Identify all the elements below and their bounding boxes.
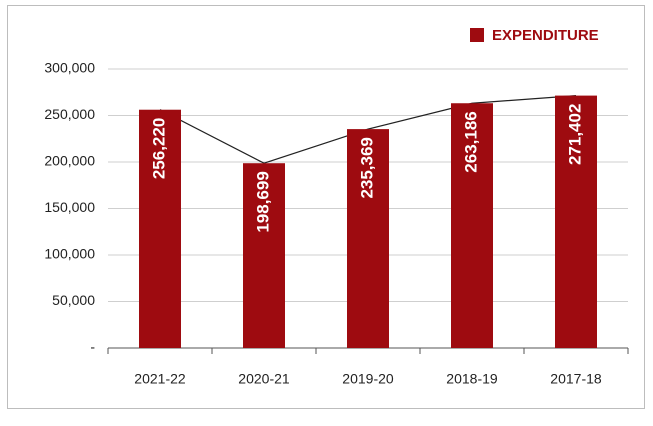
y-tick-label: 250,000 [44, 106, 95, 122]
x-tick-label: 2021-22 [134, 371, 186, 387]
legend-swatch [470, 28, 484, 42]
chart-frame [7, 5, 645, 409]
x-tick-label: 2018-19 [446, 371, 498, 387]
y-tick-label: 50,000 [52, 292, 95, 308]
y-tick-label: 100,000 [44, 246, 95, 262]
y-tick-label: 150,000 [44, 199, 95, 215]
value-label: 198,699 [253, 171, 272, 232]
bar [139, 109, 181, 349]
value-label: 256,220 [149, 118, 168, 179]
y-tick-label: 300,000 [44, 60, 95, 76]
y-tick-label: 200,000 [44, 153, 95, 169]
bar [347, 129, 389, 348]
bar [555, 95, 597, 349]
y-tick-label: - [90, 339, 95, 355]
x-tick-label: 2020-21 [238, 371, 290, 387]
legend-label: EXPENDITURE [492, 27, 599, 44]
bar [451, 103, 493, 348]
value-label: 271,402 [565, 104, 584, 165]
value-label: 235,369 [357, 137, 376, 198]
x-tick-label: 2019-20 [342, 371, 394, 387]
value-label: 263,186 [461, 111, 480, 172]
x-tick-label: 2017-18 [550, 371, 602, 387]
bar [243, 163, 285, 348]
